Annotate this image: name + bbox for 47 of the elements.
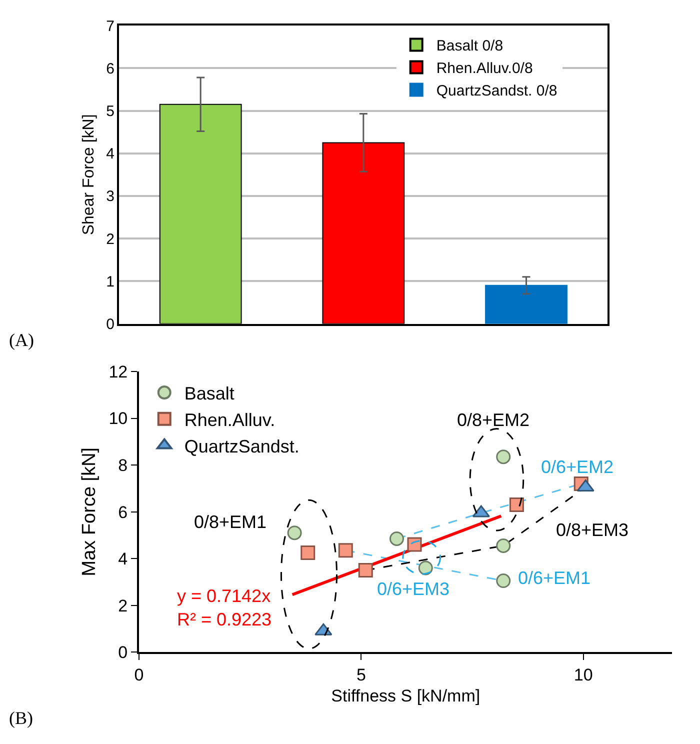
- legend-label: Basalt: [184, 384, 234, 404]
- point: [496, 538, 511, 553]
- annotation: 0/8+EM2: [457, 410, 530, 430]
- y-tick-label: 10: [108, 409, 128, 428]
- y-tick-label: 6: [118, 502, 128, 522]
- legend-label: Rhen.Alluv.0/8: [436, 60, 533, 78]
- point: [300, 546, 316, 560]
- point: [358, 563, 373, 578]
- point: [509, 498, 524, 512]
- point: [407, 537, 422, 552]
- point: [338, 543, 353, 558]
- x-tick-label: 5: [356, 666, 366, 685]
- legend-label: QuartzSandst.: [184, 436, 300, 456]
- y-tick-label: 7: [106, 18, 114, 35]
- x-tick-label: 10: [574, 666, 593, 685]
- annotation: 0/6+EM1: [518, 568, 591, 588]
- y-axis-title: Shear Force [kN]: [80, 114, 98, 236]
- y-tick-label: 2: [106, 230, 114, 248]
- annotation: 0/6+EM3: [377, 579, 450, 599]
- annotation: 0/8+EM1: [194, 512, 267, 532]
- y-axis-title: Max Force [kN]: [79, 447, 100, 576]
- y-tick-label: 0: [106, 316, 114, 334]
- annotation: 0/8+EM3: [556, 520, 629, 540]
- legend-label: Rhen.Alluv.: [184, 410, 276, 430]
- x-axis-title: Stiffness S [kN/mm]: [331, 686, 480, 706]
- y-tick-label: 0: [118, 643, 128, 662]
- y-tick-label: 4: [106, 146, 114, 163]
- text: (A): [9, 330, 34, 350]
- y-tick-label: 4: [118, 550, 128, 569]
- text: (B): [9, 708, 33, 728]
- legend-label: QuartzSandst. 0/8: [436, 82, 558, 100]
- y-tick-label: 2: [118, 596, 128, 616]
- annotation: y = 0.7142x R² = 0.9223: [177, 586, 272, 630]
- y-tick-label: 6: [106, 60, 114, 78]
- point: [389, 531, 404, 546]
- annotation: 0/6+EM2: [541, 457, 614, 477]
- point: [418, 560, 433, 576]
- point: [496, 574, 511, 588]
- y-tick-label: 5: [106, 103, 114, 120]
- x-tick-label: 0: [134, 666, 144, 685]
- legend-label: Basalt 0/8: [436, 38, 504, 55]
- y-tick-label: 12: [108, 362, 128, 382]
- point: [496, 450, 511, 464]
- y-tick-label: 3: [106, 188, 114, 206]
- point: [287, 526, 302, 540]
- y-tick-label: 1: [106, 273, 114, 290]
- y-tick-label: 8: [118, 456, 128, 475]
